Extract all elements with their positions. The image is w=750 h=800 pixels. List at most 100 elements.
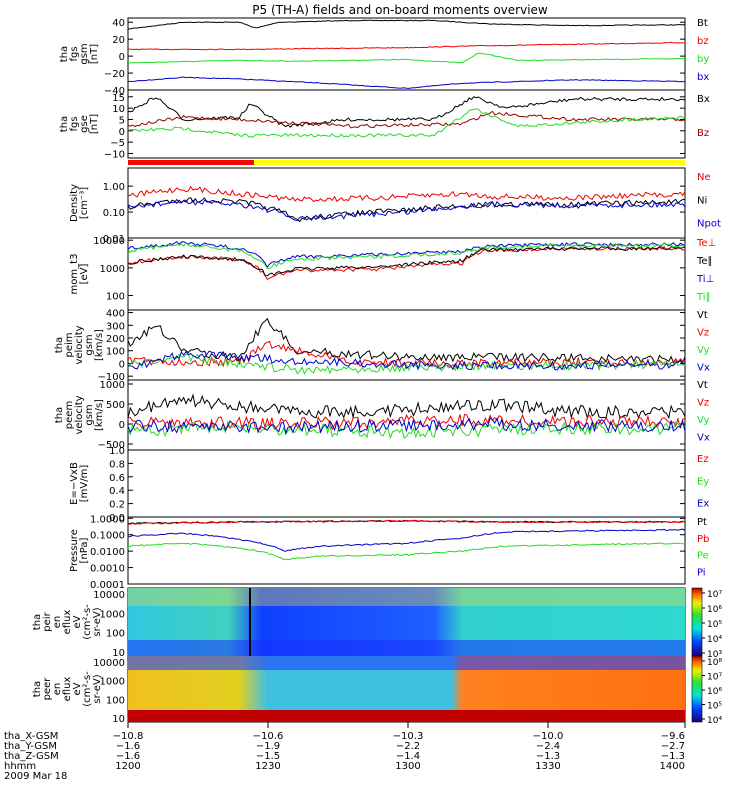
legend-entry: Vy bbox=[697, 415, 710, 426]
x-axis-value: −1.5 bbox=[256, 751, 280, 762]
y-tick-label: −10 bbox=[104, 149, 125, 160]
x-axis-value: −2.4 bbox=[536, 741, 560, 752]
y-axis-label-line: [nT] bbox=[89, 114, 100, 134]
legend-entry: Bt bbox=[697, 18, 708, 29]
x-axis-row-label: tha_Y-GSM bbox=[4, 741, 57, 752]
figure-title: P5 (TH-A) fields and on-board moments ov… bbox=[252, 3, 548, 17]
y-axis-label-line: tha bbox=[32, 681, 43, 697]
legend-entry: Bz bbox=[697, 128, 709, 139]
electron-colorbar bbox=[691, 655, 703, 723]
y-tick-label: 400 bbox=[106, 309, 125, 320]
y-axis-label-line: peir bbox=[42, 611, 53, 631]
y-tick-label: 10000 bbox=[93, 658, 125, 669]
x-axis-value: −1.9 bbox=[256, 741, 280, 752]
legend-entry: Vt bbox=[697, 380, 708, 391]
ion-spectrogram-high-energy-band bbox=[128, 588, 685, 606]
legend-entry: Pb bbox=[697, 534, 709, 545]
series-group bbox=[127, 19, 686, 561]
y-axis-label-line: E=−VxB bbox=[69, 462, 80, 505]
y-tick-label: 0.0001 bbox=[90, 580, 125, 591]
y-tick-label: −20 bbox=[104, 69, 125, 80]
y-tick-label: 15 bbox=[112, 93, 125, 104]
x-axis-value: −9.6 bbox=[661, 731, 685, 742]
y-axis-label-line: mom_t3 bbox=[69, 254, 80, 295]
state-bar-red-segment bbox=[128, 160, 254, 165]
colorbar-label: 10⁶ bbox=[707, 687, 722, 697]
panel-frame bbox=[127, 17, 686, 91]
legend-entry: Vx bbox=[697, 363, 710, 374]
x-axis-value: 1400 bbox=[660, 761, 685, 772]
x-axis-row-label: tha_X-GSM bbox=[4, 731, 58, 742]
colorbar-label: 10⁵ bbox=[707, 702, 722, 712]
y-axis-label-line: tha bbox=[59, 46, 70, 62]
legend-entry: bx bbox=[697, 72, 709, 83]
y-tick-label: 10 bbox=[112, 648, 125, 659]
series-line-ion-velocity bbox=[127, 353, 686, 376]
y-axis-label-line: tha bbox=[32, 614, 43, 630]
y-axis-label-line: gsm bbox=[84, 404, 95, 425]
y-axis-label-line: fgs bbox=[69, 46, 80, 61]
y-axis-label-line: en bbox=[52, 616, 63, 629]
legend-entry: Ex bbox=[697, 499, 709, 510]
y-tick-label: 1.00 bbox=[103, 182, 125, 193]
series-line-temperature bbox=[127, 242, 686, 269]
x-axis-annotation: tha_X-GSM −10.8 −10.6 −10.3 −10.0 −9.6 tha_Y-G… bbox=[4, 722, 686, 782]
legend-entry: Npot bbox=[697, 219, 721, 230]
y-axis-label-line: gse bbox=[79, 115, 90, 133]
y-tick-label: 0.0100 bbox=[90, 547, 125, 558]
y-tick-label: −500 bbox=[98, 440, 125, 451]
colorbar-label: 10⁸ bbox=[707, 658, 722, 668]
y-axis-label-line: [km/s] bbox=[94, 399, 105, 431]
y-axis-label-line: [nT] bbox=[89, 44, 100, 64]
legend-entry: Ne bbox=[697, 172, 711, 183]
y-axis-label-line: [nPa] bbox=[79, 537, 90, 563]
y-tick-label: 5 bbox=[119, 115, 125, 126]
y-axis-label-line: en bbox=[52, 683, 63, 696]
series-line-pressure bbox=[128, 542, 685, 561]
y-axis-label-line: peim bbox=[64, 332, 75, 357]
series-line-electron-velocity bbox=[127, 417, 686, 435]
y-axis-label-line: [mV/m] bbox=[79, 465, 90, 503]
colorbar-label: 10⁵ bbox=[707, 620, 722, 630]
y-tick-label: 100 bbox=[106, 347, 125, 358]
y-axis-label-line: tha bbox=[54, 407, 65, 423]
x-axis-value: −1.6 bbox=[116, 741, 140, 752]
y-tick-label: 0 bbox=[119, 359, 125, 370]
series-line-ion-velocity bbox=[127, 317, 686, 364]
ion-colorbar bbox=[691, 587, 703, 657]
x-axis-value: −1.4 bbox=[396, 751, 420, 762]
series-line-pressure bbox=[128, 519, 686, 525]
legend-entry: Vz bbox=[697, 328, 709, 339]
colorbar-label: 10⁷ bbox=[707, 673, 722, 683]
colorbar-label: 10⁴ bbox=[707, 635, 722, 645]
y-tick-label: 200 bbox=[106, 334, 125, 345]
panel-density: 1.00 0.10 0.01 Density [cm⁻³] Ne Ni Npot bbox=[69, 167, 721, 245]
x-axis-value: −1.3 bbox=[661, 751, 685, 762]
x-axis-value: 1330 bbox=[535, 761, 560, 772]
panel-electron-velocity: 1000 500 0 −500 tha peem velocity gsm [km/s] Vt Vz… bbox=[54, 379, 710, 451]
legend-entry: Ti∥ bbox=[696, 292, 711, 303]
legend-entry: Vx bbox=[697, 433, 710, 444]
series-line-density bbox=[127, 185, 686, 203]
y-tick-label: 0.01 bbox=[103, 234, 125, 245]
panel-frame bbox=[127, 309, 686, 381]
panel-pressure: 1.0000 0.1000 0.0100 0.0010 0.0001 Pressure [n… bbox=[69, 514, 709, 591]
series-line-temperature bbox=[127, 246, 686, 277]
y-tick-label: 100 bbox=[106, 695, 125, 706]
legend-entry: Ni bbox=[697, 195, 707, 206]
series-line-fgs-gsm bbox=[127, 41, 686, 51]
y-axis-label-line: (cm²-s- bbox=[82, 604, 93, 640]
legend-entry: bz bbox=[697, 36, 709, 47]
x-axis-value: −1.6 bbox=[116, 751, 140, 762]
y-axis-label-line: eV bbox=[72, 682, 83, 695]
y-tick-label: 10000 bbox=[93, 590, 125, 601]
colorbar-label: 10³ bbox=[707, 650, 722, 660]
y-axis-label-line: [eV] bbox=[79, 264, 90, 285]
y-axis-label-line: peer bbox=[42, 677, 53, 701]
panel-frame bbox=[127, 516, 686, 585]
series-line-fgs-gse bbox=[127, 110, 686, 129]
series-line-fgs-gsm bbox=[127, 52, 686, 64]
y-axis-label-line: (cm²-s- bbox=[82, 671, 93, 707]
y-axis-label-line: sr-eV) bbox=[92, 607, 103, 636]
